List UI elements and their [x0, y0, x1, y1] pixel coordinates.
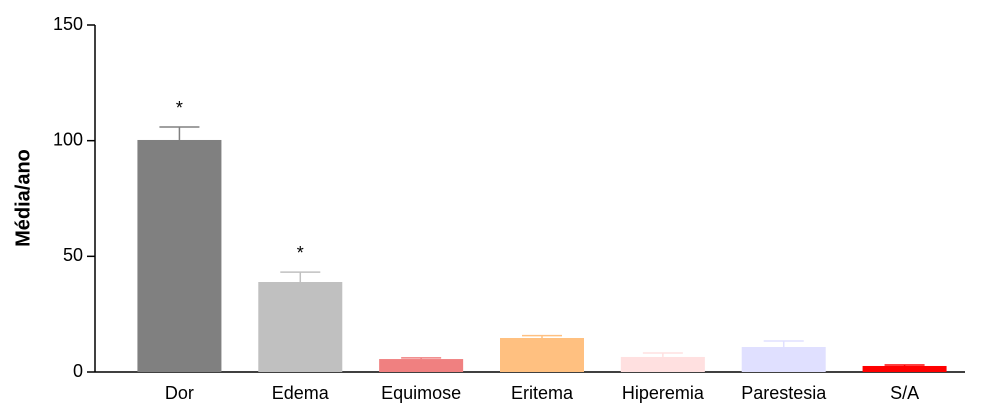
bar [137, 139, 222, 372]
x-tick-label: Hiperemia [622, 383, 705, 403]
x-tick-label: Dor [165, 383, 194, 403]
bar [741, 347, 826, 372]
y-tick-label: 50 [63, 245, 83, 265]
bar [258, 282, 343, 372]
x-tick-label: Eritema [511, 383, 574, 403]
y-tick-label: 150 [53, 14, 83, 34]
annotation: * [176, 98, 183, 118]
y-tick-label: 0 [73, 361, 83, 381]
x-tick-label: Parestesia [741, 383, 827, 403]
x-tick-label: S/A [890, 383, 919, 403]
y-tick-label: 100 [53, 129, 83, 149]
annotation: * [297, 243, 304, 263]
x-tick-label: Edema [272, 383, 330, 403]
x-tick-label: Equimose [381, 383, 461, 403]
bar [620, 356, 705, 372]
bar [500, 337, 584, 372]
bar [379, 359, 464, 372]
bar [862, 365, 947, 372]
y-axis-label: Média/ano [12, 149, 34, 247]
